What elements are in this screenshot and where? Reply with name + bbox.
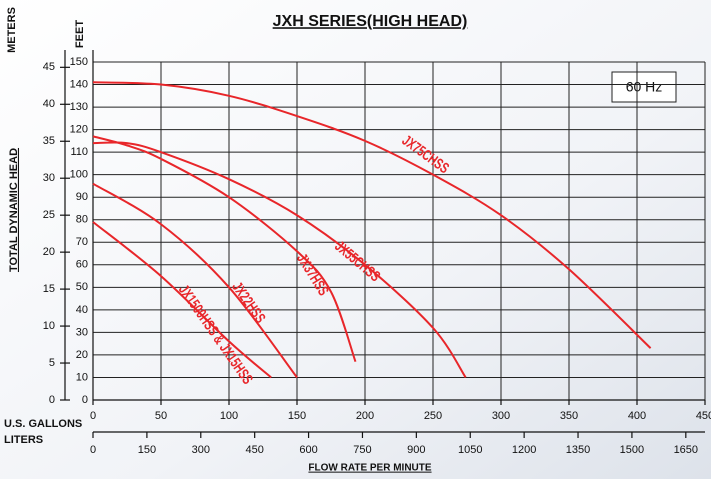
x2-tick-label: 1650 — [674, 444, 698, 456]
y-tick-label: 70 — [76, 236, 88, 248]
y2-tick-label: 25 — [43, 209, 55, 221]
y-tick-label: 130 — [70, 101, 88, 113]
x-label: U.S. GALLONS — [4, 418, 82, 430]
y-tick-label: 140 — [70, 78, 88, 90]
x-tick-label: 50 — [155, 410, 167, 422]
x2-tick-label: 1200 — [512, 444, 536, 456]
x-tick-label: 250 — [424, 410, 442, 422]
y-tick-label: 50 — [76, 281, 88, 293]
y-tick-label: 110 — [70, 146, 88, 158]
x-tick-label: 0 — [90, 410, 96, 422]
y2-tick-label: 30 — [43, 172, 55, 184]
y2-tick-label: 0 — [49, 394, 55, 406]
x2-tick-label: 450 — [245, 444, 263, 456]
x2-tick-label: 1500 — [620, 444, 644, 456]
x-axis-title: FLOW RATE PER MINUTE — [308, 463, 431, 474]
x-tick-label: 100 — [220, 410, 238, 422]
x2-tick-label: 0 — [90, 444, 96, 456]
x2-label: LITERS — [4, 434, 43, 446]
chart-title: JXH SERIES(HIGH HEAD) — [273, 13, 468, 30]
x-tick-label: 200 — [356, 410, 374, 422]
x-tick-label: 150 — [288, 410, 306, 422]
annotation: 60 Hz — [626, 79, 663, 95]
y-tick-label: 10 — [76, 371, 88, 383]
y-tick-label: 30 — [76, 326, 88, 338]
y-tick-label: 150 — [70, 56, 88, 68]
y-label: FEET — [74, 20, 86, 48]
y-tick-label: 60 — [76, 259, 88, 271]
x2-tick-label: 1050 — [458, 444, 482, 456]
y-tick-label: 120 — [70, 124, 88, 136]
y-tick-label: 90 — [76, 191, 88, 203]
y2-tick-label: 45 — [43, 61, 55, 73]
pump-curve — [92, 182, 298, 379]
annotation-box — [611, 71, 677, 103]
x2-tick-label: 300 — [192, 444, 210, 456]
x2-tick-label: 600 — [299, 444, 317, 456]
pump-curve — [92, 221, 272, 379]
y2-tick-label: 5 — [49, 357, 55, 369]
x2-tick-label: 1350 — [566, 444, 590, 456]
pump-curve — [92, 141, 467, 379]
y-tick-label: 20 — [76, 349, 88, 361]
pump-curve — [92, 81, 652, 349]
y-tick-label: 100 — [70, 169, 88, 181]
y-axis-title: TOTAL DYNAMIC HEAD — [8, 148, 20, 272]
y2-tick-label: 35 — [43, 135, 55, 147]
x-tick-label: 350 — [560, 410, 578, 422]
y2-tick-label: 10 — [43, 320, 55, 332]
y2-tick-label: 40 — [43, 98, 55, 110]
y2-tick-label: 20 — [43, 246, 55, 258]
x2-tick-label: 750 — [353, 444, 371, 456]
y2-tick-label: 15 — [43, 283, 55, 295]
x-tick-label: 300 — [492, 410, 510, 422]
x-tick-label: 400 — [628, 410, 646, 422]
y-tick-label: 40 — [76, 304, 88, 316]
y-tick-label: 80 — [76, 214, 88, 226]
x2-tick-label: 150 — [138, 444, 156, 456]
y-tick-label: 0 — [82, 394, 88, 406]
y2-label: METERS — [6, 7, 18, 53]
pump-curve — [92, 135, 357, 363]
x2-tick-label: 900 — [407, 444, 425, 456]
x-tick-label: 450 — [696, 410, 711, 422]
